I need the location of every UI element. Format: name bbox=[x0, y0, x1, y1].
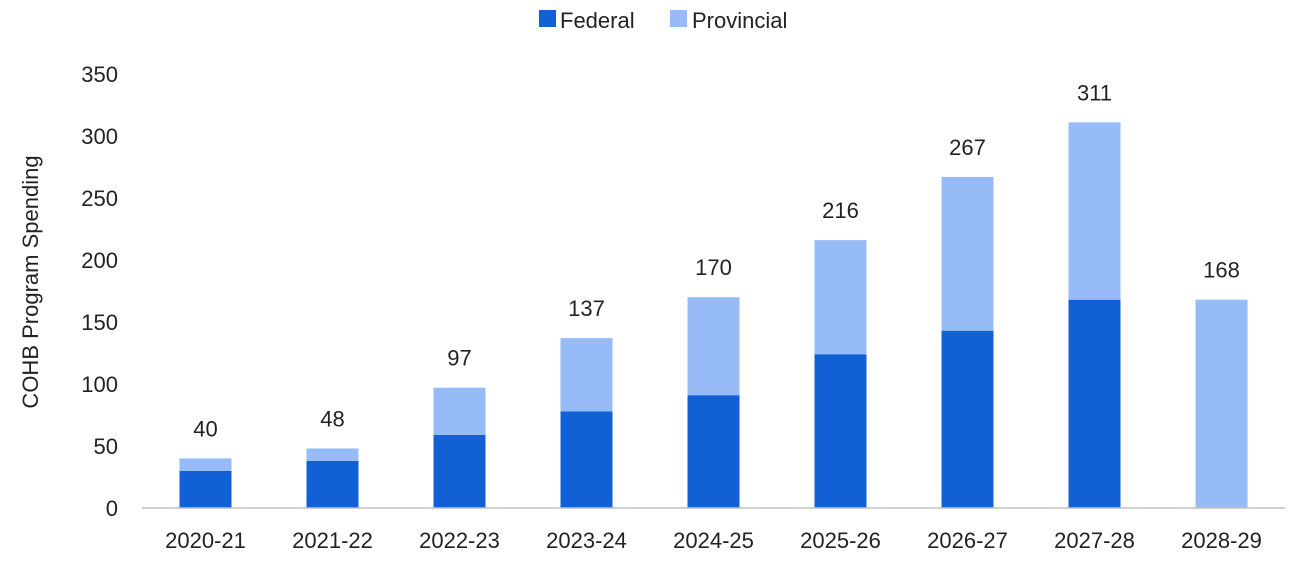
bar-provincial-2025-26 bbox=[814, 240, 867, 355]
x-tick-label-2021-22: 2021-22 bbox=[292, 528, 373, 553]
x-tick-label-2028-29: 2028-29 bbox=[1181, 528, 1262, 553]
bar-federal-2023-24 bbox=[560, 411, 613, 508]
bars bbox=[179, 122, 1248, 508]
total-label-2025-26: 216 bbox=[822, 198, 859, 223]
x-tick-label-2022-23: 2022-23 bbox=[419, 528, 500, 553]
x-axis-ticks: 2020-21 2021-22 2022-23 2023-24 2024-25 2025-… bbox=[165, 528, 1262, 553]
y-tick-label: 350 bbox=[81, 62, 118, 87]
x-tick-label-2024-25: 2024-25 bbox=[673, 528, 754, 553]
bar-provincial-2022-23 bbox=[433, 387, 486, 435]
legend: Federal Provincial bbox=[539, 8, 787, 33]
y-tick-label: 0 bbox=[106, 496, 118, 521]
total-label-2027-28: 311 bbox=[1077, 80, 1112, 105]
x-tick-label-2025-26: 2025-26 bbox=[800, 528, 881, 553]
bar-federal-2020-21 bbox=[179, 470, 232, 508]
y-tick-label: 100 bbox=[81, 372, 118, 397]
y-tick-label: 200 bbox=[81, 248, 118, 273]
bar-provincial-2021-22 bbox=[306, 448, 359, 461]
y-tick-label: 250 bbox=[81, 186, 118, 211]
bar-provincial-2026-27 bbox=[941, 176, 994, 331]
y-tick-label: 300 bbox=[81, 124, 118, 149]
x-tick-label-2027-28: 2027-28 bbox=[1054, 528, 1135, 553]
bar-provincial-2023-24 bbox=[560, 338, 613, 412]
y-axis-ticks: 0 50 100 150 200 250 300 350 bbox=[81, 62, 118, 521]
legend-label-federal: Federal bbox=[560, 8, 635, 33]
bar-federal-2024-25 bbox=[687, 395, 740, 508]
bar-provincial-2020-21 bbox=[179, 458, 232, 471]
legend-swatch-provincial bbox=[670, 10, 687, 27]
bar-provincial-2028-29 bbox=[1195, 299, 1248, 508]
bar-federal-2027-28 bbox=[1068, 299, 1121, 508]
bar-provincial-2027-28 bbox=[1068, 122, 1121, 300]
x-tick-label-2020-21: 2020-21 bbox=[165, 528, 246, 553]
bar-provincial-2024-25 bbox=[687, 297, 740, 396]
x-tick-label-2023-24: 2023-24 bbox=[546, 528, 627, 553]
total-labels: 40 48 97 137 170 216 267 311 168 bbox=[193, 80, 1240, 441]
bar-federal-2025-26 bbox=[814, 354, 867, 508]
total-label-2022-23: 97 bbox=[447, 346, 471, 371]
total-label-2023-24: 137 bbox=[568, 296, 605, 321]
bar-federal-2022-23 bbox=[433, 434, 486, 508]
legend-swatch-federal bbox=[539, 10, 556, 27]
bar-federal-2021-22 bbox=[306, 460, 359, 508]
y-tick-label: 150 bbox=[81, 310, 118, 335]
legend-label-provincial: Provincial bbox=[692, 8, 787, 33]
total-label-2021-22: 48 bbox=[320, 406, 344, 431]
x-tick-label-2026-27: 2026-27 bbox=[927, 528, 1008, 553]
total-label-2020-21: 40 bbox=[193, 416, 217, 441]
total-label-2026-27: 267 bbox=[949, 135, 986, 160]
y-tick-label: 50 bbox=[94, 434, 118, 459]
bar-federal-2026-27 bbox=[941, 330, 994, 508]
y-axis-title: COHB Program Spending bbox=[18, 155, 43, 408]
total-label-2028-29: 168 bbox=[1203, 258, 1240, 283]
total-label-2024-25: 170 bbox=[695, 255, 732, 280]
